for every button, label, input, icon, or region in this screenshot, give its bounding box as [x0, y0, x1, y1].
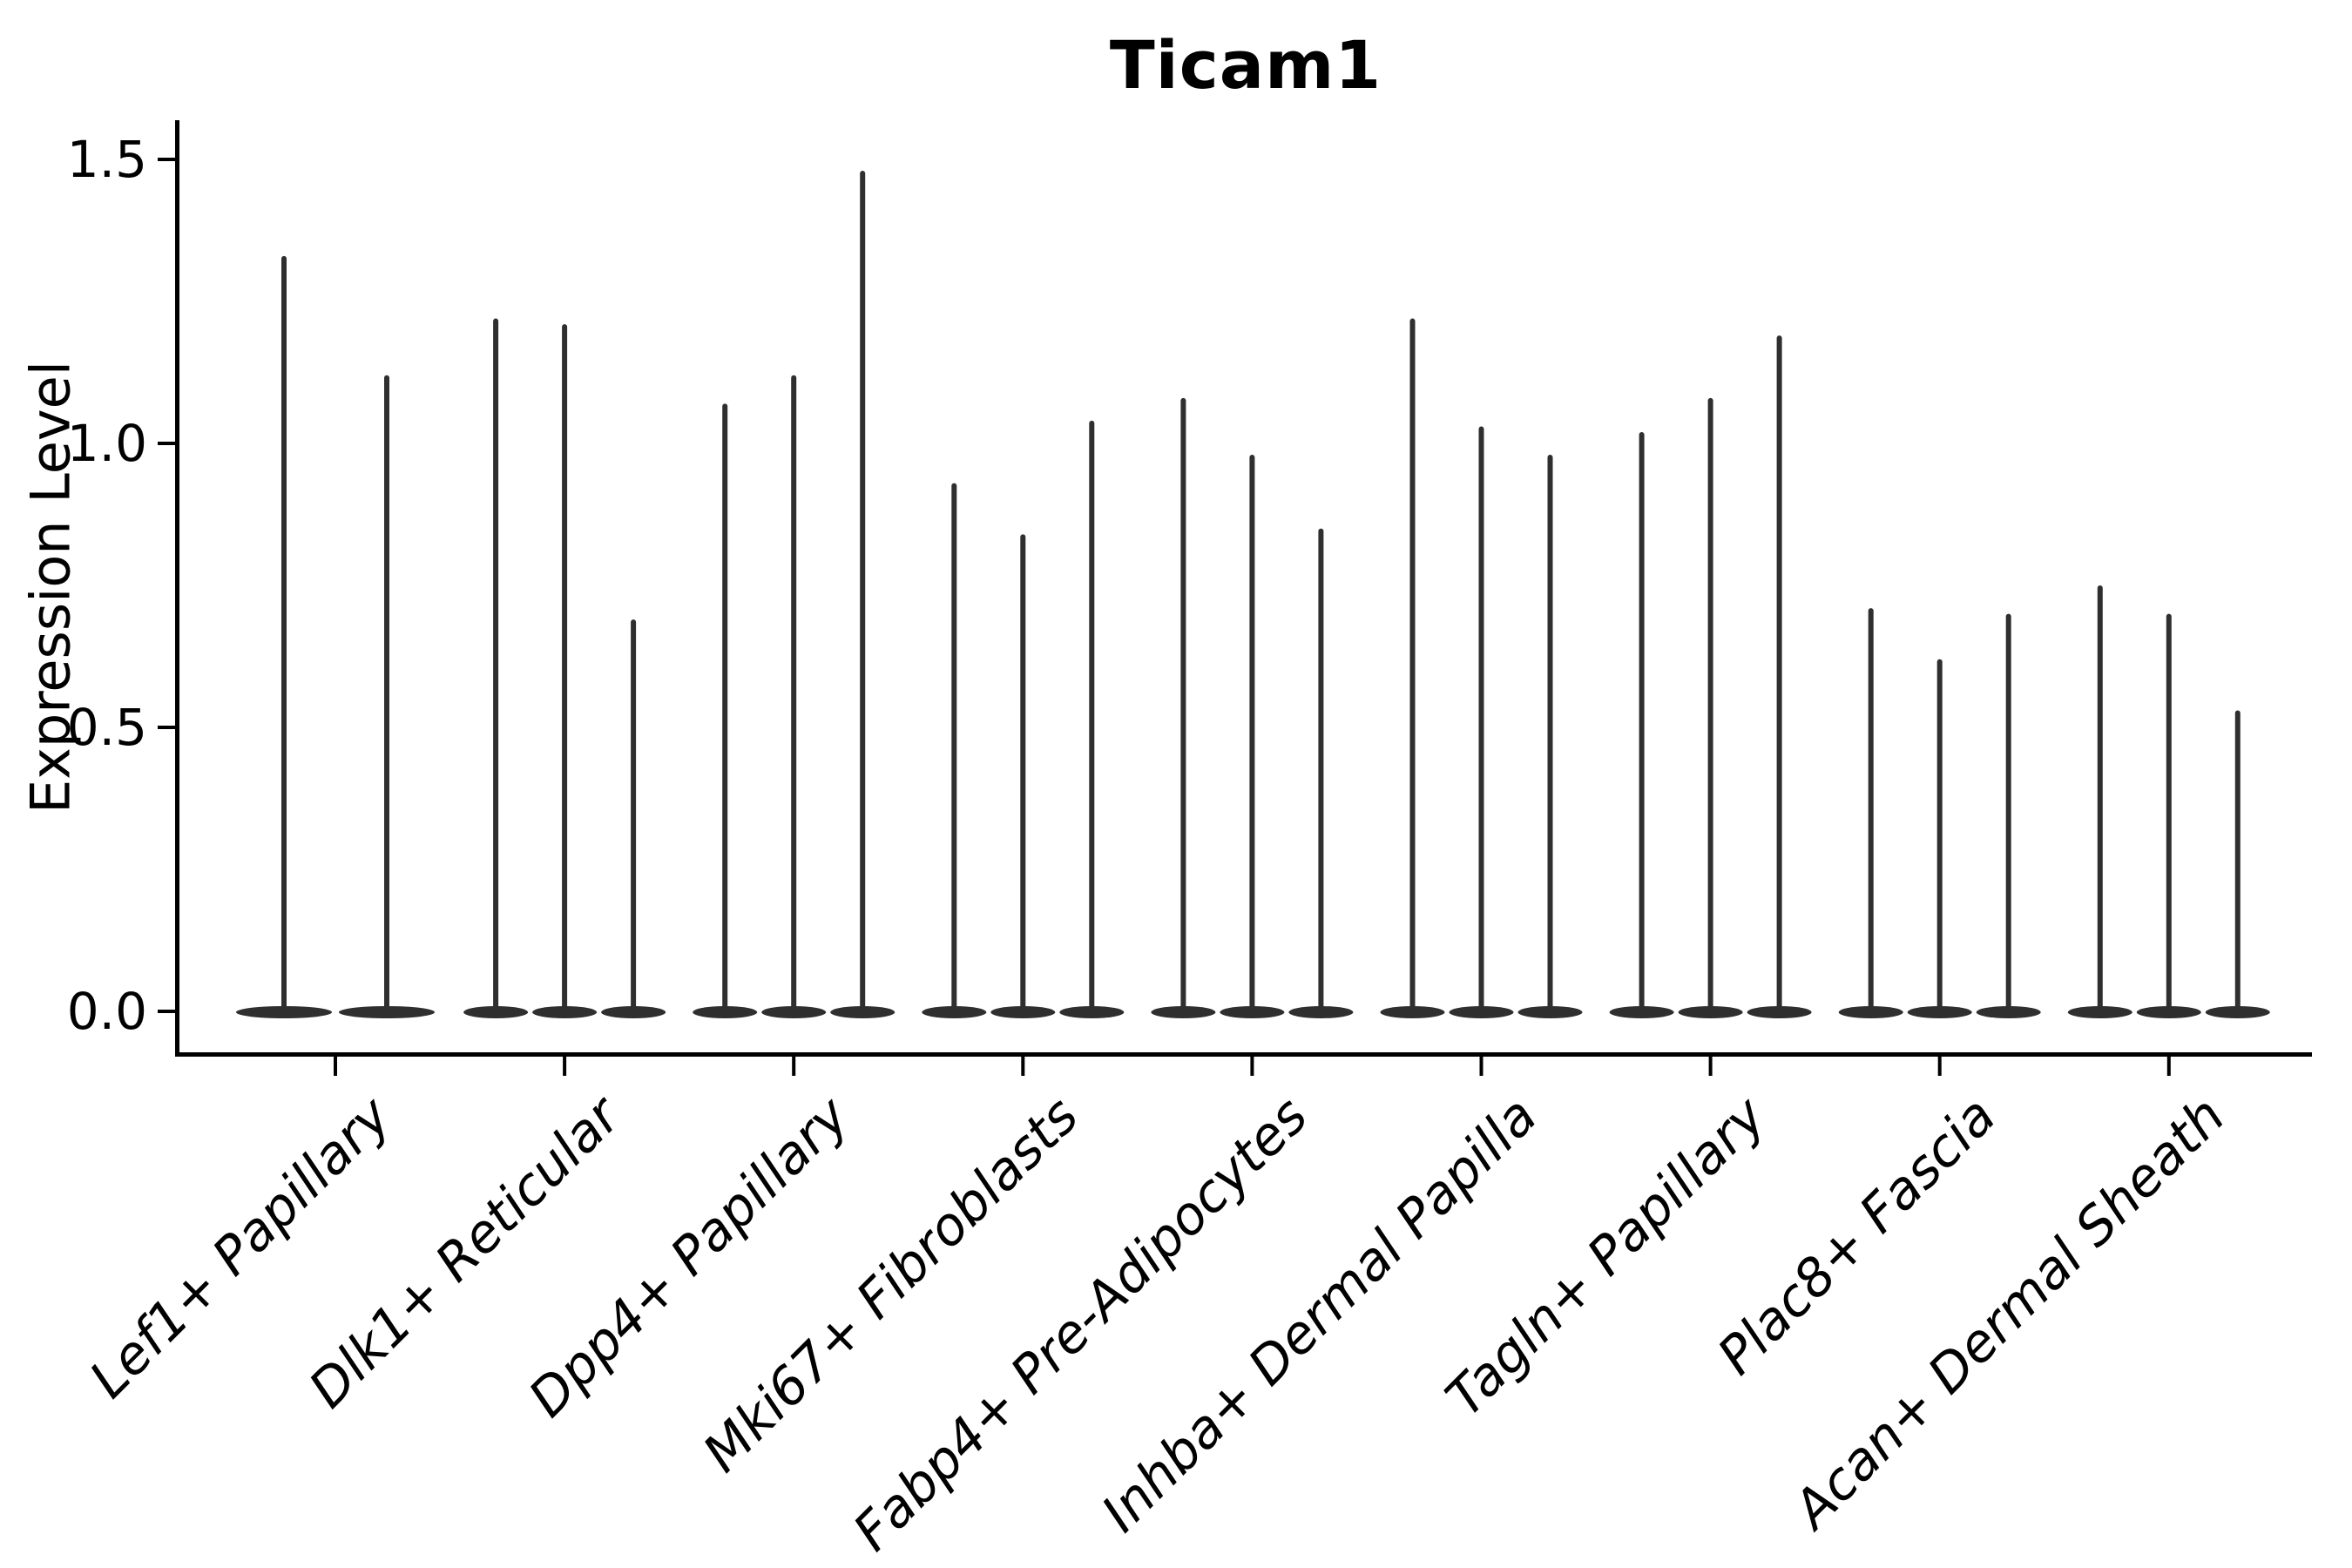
x-tick: [563, 1057, 567, 1076]
violin-base: [830, 1006, 896, 1018]
violin-spike: [860, 171, 866, 1013]
x-tick: [1479, 1057, 1484, 1076]
x-tick: [2166, 1057, 2171, 1076]
violin-spike: [1478, 426, 1484, 1012]
violin-spike: [722, 403, 728, 1012]
y-tick: [158, 726, 175, 729]
violin-spike: [1180, 397, 1186, 1013]
y-tick-label: 0.0: [66, 982, 147, 1041]
violin-base: [1747, 1006, 1812, 1018]
y-tick: [158, 442, 175, 445]
x-axis-spine: [175, 1052, 2312, 1057]
x-tick: [1250, 1057, 1254, 1076]
violin-spike: [631, 619, 637, 1012]
violin-spike: [951, 483, 957, 1012]
violin-spike: [1707, 397, 1713, 1013]
chart-title: Ticam1: [1109, 26, 1382, 104]
violin-spike: [1936, 659, 1943, 1012]
violin-spike: [562, 324, 568, 1013]
violin-spike: [791, 375, 797, 1012]
y-axis-spine: [175, 120, 179, 1057]
violin-spike: [384, 375, 389, 1012]
violin-spike: [281, 255, 287, 1013]
violin-spike: [493, 318, 499, 1012]
violin-spike: [1776, 335, 1782, 1012]
violin-spike: [2097, 585, 2103, 1012]
violin-spike: [2234, 710, 2240, 1012]
violin-spike: [1409, 318, 1416, 1012]
violin-spike: [1089, 420, 1095, 1012]
x-tick: [792, 1057, 796, 1076]
violin-spike: [1868, 608, 1874, 1012]
violin-spike: [1318, 528, 1324, 1012]
y-tick: [158, 158, 175, 161]
violin-spike: [1249, 455, 1255, 1012]
violin-spike: [2166, 613, 2172, 1012]
y-tick-label: 0.5: [66, 698, 147, 757]
y-tick: [158, 1010, 175, 1013]
violin-spike: [1639, 431, 1645, 1013]
violin-spike: [2005, 613, 2011, 1012]
x-tick: [1937, 1057, 1942, 1076]
y-tick-label: 1.5: [66, 130, 147, 189]
violin-spike: [1020, 534, 1026, 1012]
violin-spike: [1547, 455, 1553, 1012]
y-tick-label: 1.0: [66, 414, 147, 473]
x-tick: [1708, 1057, 1713, 1076]
x-tick: [334, 1057, 337, 1076]
x-tick: [1021, 1057, 1025, 1076]
